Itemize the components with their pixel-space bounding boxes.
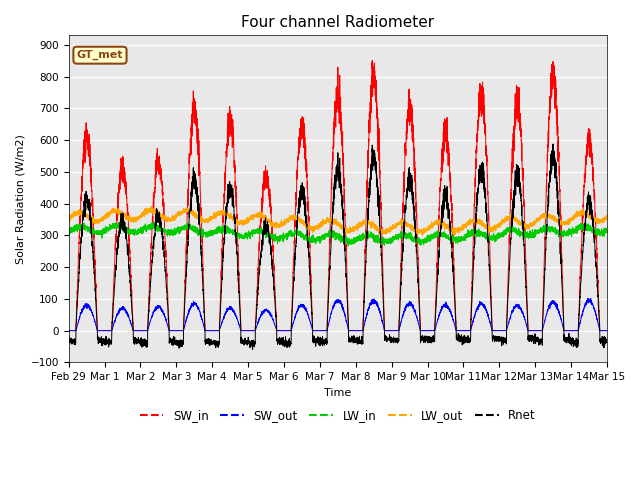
SW_in [603, 328, 611, 334]
Legend: SW_in, SW_out, LW_in, LW_out, Rnet: SW_in, SW_out, LW_in, LW_out, Rnet [135, 404, 541, 427]
SW_out [161, 315, 169, 321]
SW_in [161, 240, 169, 246]
Y-axis label: Solar Radiation (W/m2): Solar Radiation (W/m2) [15, 134, 25, 264]
SW_in [602, 328, 610, 334]
SW_out [584, 296, 591, 301]
LW_out [318, 221, 326, 227]
Title: Four channel Radiometer: Four channel Radiometer [241, 15, 435, 30]
LW_out [162, 213, 170, 219]
SW_out [489, 328, 497, 334]
LW_in [603, 228, 611, 234]
SW_in [369, 58, 376, 63]
LW_in [429, 234, 436, 240]
LW_in [318, 233, 326, 239]
LW_out [489, 226, 497, 232]
Rnet [603, 336, 611, 342]
LW_out [147, 204, 155, 209]
Rnet [603, 338, 611, 344]
SW_in [317, 328, 325, 334]
SW_out [458, 328, 466, 334]
SW_out [602, 328, 610, 334]
LW_in [603, 227, 611, 232]
LW_in [459, 236, 467, 242]
Line: SW_in: SW_in [68, 60, 607, 331]
SW_out [317, 328, 325, 334]
X-axis label: Time: Time [324, 388, 351, 397]
LW_in [65, 226, 72, 232]
LW_in [489, 235, 497, 240]
LW_out [429, 224, 436, 230]
Text: GT_met: GT_met [77, 50, 124, 60]
LW_out [603, 216, 611, 222]
LW_out [65, 215, 72, 221]
SW_out [65, 328, 72, 334]
Line: LW_out: LW_out [68, 206, 607, 236]
SW_out [429, 328, 436, 334]
LW_in [162, 229, 170, 235]
Rnet [458, 336, 466, 342]
LW_in [150, 218, 157, 224]
SW_in [429, 328, 436, 334]
SW_in [489, 328, 497, 334]
Rnet [249, 347, 257, 352]
LW_out [419, 233, 426, 239]
Rnet [429, 338, 436, 344]
Line: Rnet: Rnet [68, 144, 607, 349]
SW_out [603, 328, 611, 334]
Line: SW_out: SW_out [68, 299, 607, 331]
SW_in [458, 328, 466, 334]
SW_in [65, 328, 72, 334]
LW_out [459, 228, 467, 233]
LW_in [344, 243, 352, 249]
Rnet [489, 334, 497, 339]
Rnet [318, 338, 326, 344]
Rnet [549, 141, 557, 147]
LW_out [603, 213, 611, 218]
Rnet [65, 335, 72, 340]
Rnet [161, 267, 169, 273]
Line: LW_in: LW_in [68, 221, 607, 246]
